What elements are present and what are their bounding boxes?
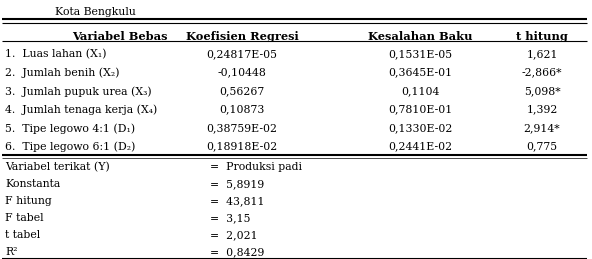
Text: =  Produksi padi: = Produksi padi — [210, 162, 302, 172]
Text: 3.  Jumlah pupuk urea (X₃): 3. Jumlah pupuk urea (X₃) — [5, 86, 152, 97]
Text: 0,1104: 0,1104 — [401, 86, 439, 96]
Text: 0,24817E-05: 0,24817E-05 — [207, 49, 278, 59]
Text: Kota Bengkulu: Kota Bengkulu — [54, 7, 136, 17]
Text: 0,18918E-02: 0,18918E-02 — [207, 141, 278, 152]
Text: =  5,8919: = 5,8919 — [210, 179, 264, 189]
Text: 2.  Jumlah benih (X₂): 2. Jumlah benih (X₂) — [5, 68, 120, 78]
Text: 6.  Tipe legowo 6:1 (D₂): 6. Tipe legowo 6:1 (D₂) — [5, 141, 136, 152]
Text: 0,1531E-05: 0,1531E-05 — [388, 49, 452, 59]
Text: 0,56267: 0,56267 — [220, 86, 265, 96]
Text: 1.  Luas lahan (X₁): 1. Luas lahan (X₁) — [5, 49, 107, 59]
Text: =  0,8429: = 0,8429 — [210, 247, 265, 257]
Text: Variabel Bebas: Variabel Bebas — [72, 31, 168, 42]
Text: 0,38759E-02: 0,38759E-02 — [207, 123, 278, 133]
Text: 5.  Tipe legowo 4:1 (D₁): 5. Tipe legowo 4:1 (D₁) — [5, 123, 135, 134]
Text: 1,621: 1,621 — [526, 49, 558, 59]
Text: 0,7810E-01: 0,7810E-01 — [388, 104, 452, 114]
Text: 0,2441E-02: 0,2441E-02 — [388, 141, 452, 152]
Text: t hitung: t hitung — [516, 31, 568, 42]
Text: R²: R² — [5, 247, 18, 257]
Text: F tabel: F tabel — [5, 213, 44, 223]
Text: Konstanta: Konstanta — [5, 179, 60, 189]
Text: =  3,15: = 3,15 — [210, 213, 250, 223]
Text: Variabel terikat (Y): Variabel terikat (Y) — [5, 162, 110, 172]
Text: Koefisien Regresi: Koefisien Regresi — [186, 31, 298, 42]
Text: 0,3645E-01: 0,3645E-01 — [388, 68, 452, 77]
Text: -0,10448: -0,10448 — [218, 68, 266, 77]
Text: t tabel: t tabel — [5, 230, 40, 240]
Text: 2,914*: 2,914* — [524, 123, 560, 133]
Text: 0,1330E-02: 0,1330E-02 — [388, 123, 452, 133]
Text: 5,098*: 5,098* — [524, 86, 560, 96]
Text: Kesalahan Baku: Kesalahan Baku — [368, 31, 472, 42]
Text: F hitung: F hitung — [5, 196, 52, 206]
Text: 0,10873: 0,10873 — [219, 104, 265, 114]
Text: 0,775: 0,775 — [526, 141, 558, 152]
Text: 1,392: 1,392 — [526, 104, 558, 114]
Text: =  43,811: = 43,811 — [210, 196, 265, 206]
Text: =  2,021: = 2,021 — [210, 230, 258, 240]
Text: -2,866*: -2,866* — [522, 68, 562, 77]
Text: 4.  Jumlah tenaga kerja (X₄): 4. Jumlah tenaga kerja (X₄) — [5, 104, 157, 115]
